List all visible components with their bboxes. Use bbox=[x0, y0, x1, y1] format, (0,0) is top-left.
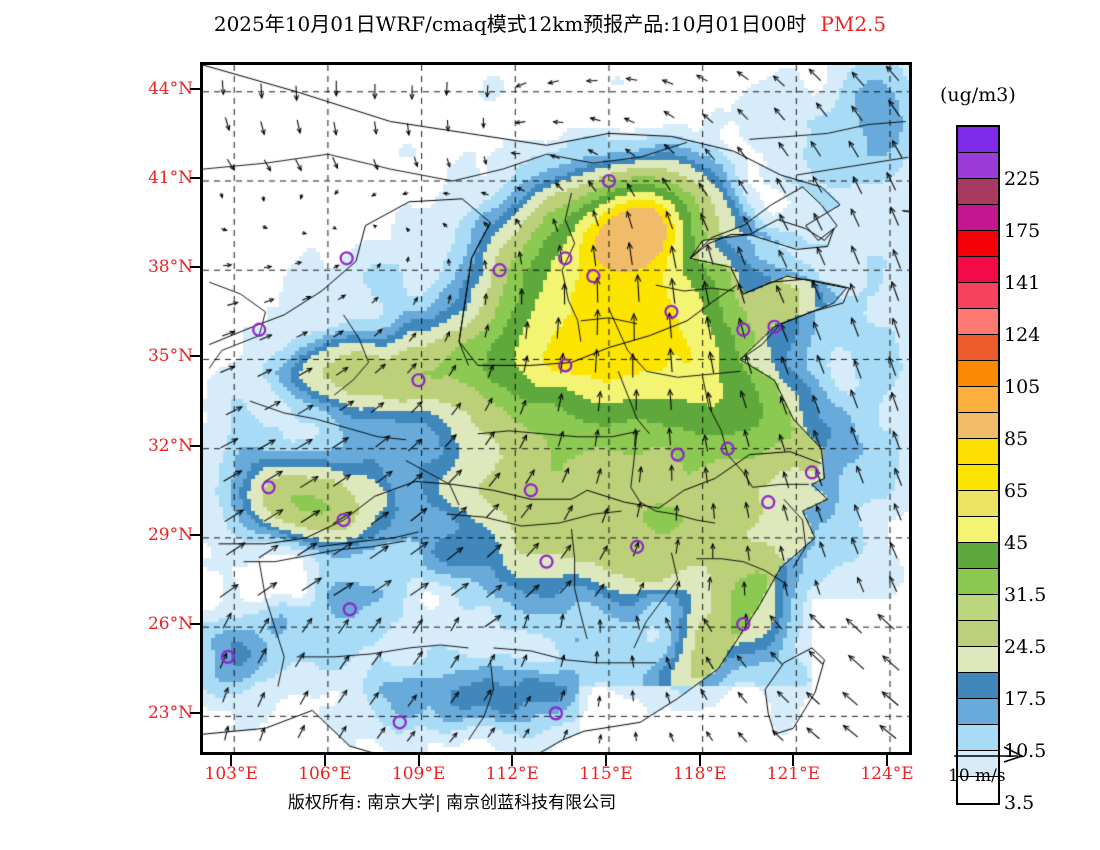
colorbar-band-20 bbox=[958, 647, 998, 673]
lat-tick-label-35: 35°N bbox=[147, 346, 193, 367]
colorbar-band-19 bbox=[958, 621, 998, 647]
colorbar-band-1 bbox=[958, 153, 998, 179]
colorbar-band-7 bbox=[958, 309, 998, 335]
colorbar-value-3.5: 3.5 bbox=[1004, 792, 1035, 814]
lon-tick-mark bbox=[417, 755, 420, 766]
lon-tick-label-121: 121°E bbox=[766, 764, 821, 784]
colorbar-band-9 bbox=[958, 361, 998, 387]
lon-tick-label-103: 103°E bbox=[204, 764, 258, 784]
colorbar-band-13 bbox=[958, 465, 998, 491]
colorbar-band-12 bbox=[958, 439, 998, 465]
lat-tick-mark bbox=[190, 533, 201, 536]
lat-tick-label-44: 44°N bbox=[147, 78, 193, 99]
pm25-concentration-field[interactable] bbox=[203, 65, 909, 752]
colorbar-value-124: 124 bbox=[1004, 324, 1041, 346]
colorbar-band-22 bbox=[958, 699, 998, 725]
colorbar-value-141: 141 bbox=[1004, 272, 1041, 294]
lat-tick-mark bbox=[190, 87, 201, 90]
lon-tick-label-106: 106°E bbox=[298, 764, 352, 784]
lon-tick-mark bbox=[792, 755, 795, 766]
lat-tick-label-26: 26°N bbox=[147, 614, 193, 635]
lat-tick-label-38: 38°N bbox=[147, 257, 193, 278]
arrow-right-icon bbox=[954, 746, 1025, 763]
lat-tick-label-32: 32°N bbox=[147, 435, 193, 456]
lon-tick-label-118: 118°E bbox=[672, 764, 727, 784]
lat-tick-label-29: 29°N bbox=[147, 524, 193, 545]
colorbar-band-18 bbox=[958, 595, 998, 621]
lat-tick-mark bbox=[190, 444, 201, 447]
title-species-label: PM2.5 bbox=[820, 12, 887, 36]
lon-tick-mark bbox=[604, 755, 607, 766]
lon-tick-label-112: 112°E bbox=[485, 764, 539, 784]
colorbar-band-21 bbox=[958, 673, 998, 699]
colorbar-band-16 bbox=[958, 543, 998, 569]
copyright-text: 版权所有: 南京大学| 南京创蓝科技有限公司 bbox=[287, 793, 617, 813]
lat-tick-mark bbox=[190, 176, 201, 179]
lon-tick-mark bbox=[886, 755, 889, 766]
forecast-map[interactable] bbox=[200, 62, 912, 755]
lat-tick-mark bbox=[190, 355, 201, 358]
colorbar-band-25 bbox=[958, 777, 998, 803]
colorbar-band-14 bbox=[958, 491, 998, 517]
colorbar-value-105: 105 bbox=[1004, 376, 1041, 398]
lat-tick-mark bbox=[190, 266, 201, 269]
colorbar-band-0 bbox=[958, 127, 998, 153]
lon-tick-label-109: 109°E bbox=[391, 764, 446, 784]
colorbar-value-65: 65 bbox=[1004, 480, 1029, 502]
colorbar-band-5 bbox=[958, 257, 998, 283]
colorbar-value-45: 45 bbox=[1004, 532, 1029, 554]
colorbar-value-85: 85 bbox=[1004, 428, 1029, 450]
title-main-text: 2025年10月01日WRF/cmaq模式12km预报产品:10月01日00时 bbox=[213, 12, 807, 36]
lon-tick-mark bbox=[230, 755, 233, 766]
lon-tick-mark bbox=[698, 755, 701, 766]
lon-tick-mark bbox=[323, 755, 326, 766]
copyright-footer: 版权所有: 南京大学| 南京创蓝科技有限公司 bbox=[0, 788, 1100, 813]
lon-tick-mark bbox=[511, 755, 514, 766]
colorbar-band-8 bbox=[958, 335, 998, 361]
colorbar-band-2 bbox=[958, 179, 998, 205]
lon-tick-label-115: 115°E bbox=[579, 764, 633, 784]
colorbar-band-6 bbox=[958, 283, 998, 309]
colorbar-value-17.5: 17.5 bbox=[1004, 688, 1047, 710]
lat-tick-mark bbox=[190, 623, 201, 626]
colorbar-value-31.5: 31.5 bbox=[1004, 584, 1047, 606]
colorbar-band-4 bbox=[958, 231, 998, 257]
colorbar-band-15 bbox=[958, 517, 998, 543]
lat-tick-label-23: 23°N bbox=[147, 703, 193, 724]
colorbar-band-3 bbox=[958, 205, 998, 231]
lat-tick-mark bbox=[190, 712, 201, 715]
colorbar-value-24.5: 24.5 bbox=[1004, 636, 1047, 658]
colorbar-value-175: 175 bbox=[1004, 220, 1041, 242]
page-title: 2025年10月01日WRF/cmaq模式12km预报产品:10月01日00时 P… bbox=[0, 8, 1100, 37]
colorbar-band-17 bbox=[958, 569, 998, 595]
colorbar bbox=[956, 125, 1000, 805]
colorbar-value-225: 225 bbox=[1004, 168, 1041, 190]
colorbar-band-23 bbox=[958, 725, 998, 751]
lat-tick-label-41: 41°N bbox=[147, 167, 193, 188]
colorbar-unit-label: (ug/m3) bbox=[940, 84, 1016, 106]
colorbar-band-11 bbox=[958, 413, 998, 439]
colorbar-band-10 bbox=[958, 387, 998, 413]
wind-scale-label: 10 m/s bbox=[948, 766, 1006, 786]
wind-scale-key: 10 m/s bbox=[948, 745, 1072, 786]
lon-tick-label-124: 124°E bbox=[860, 764, 914, 784]
